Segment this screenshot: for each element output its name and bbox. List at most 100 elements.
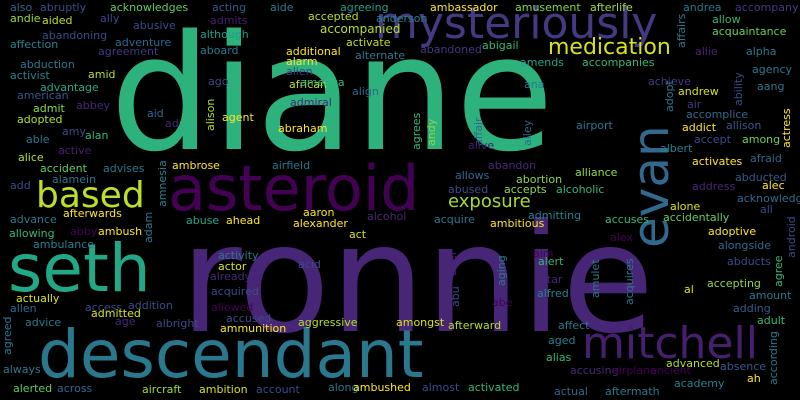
word-accompany: accompany	[735, 1, 799, 14]
word-agency: agency	[752, 63, 793, 76]
word-amid: amid	[88, 68, 116, 81]
word-diane: diane	[110, 0, 554, 187]
word-among: among	[742, 133, 781, 146]
word-also: also	[10, 1, 33, 14]
word-alamein: alamein	[52, 173, 97, 186]
word-accompanies: accompanies	[582, 56, 655, 69]
word-advantage: advantage	[40, 81, 99, 94]
word-abu: abu	[449, 286, 462, 307]
word-access: access	[85, 301, 123, 314]
word-american: american	[17, 89, 69, 102]
word-admits: admits	[210, 14, 248, 27]
word-descendant: descendant	[38, 316, 424, 393]
word-actor: actor	[218, 260, 247, 273]
word-according: according	[767, 331, 780, 385]
word-agreeing: agreeing	[340, 1, 389, 14]
word-activity: activity	[218, 249, 259, 262]
word-abandon: abandon	[488, 159, 537, 172]
word-alerted: alerted	[13, 382, 53, 395]
word-alias: alias	[546, 351, 572, 364]
word-although: although	[200, 28, 249, 41]
word-account: account	[256, 383, 300, 396]
word-albert: albert	[660, 142, 693, 155]
word-alfred: alfred	[537, 287, 569, 300]
word-accusing: accusing	[570, 364, 619, 377]
word-aircraft: aircraft	[142, 383, 182, 396]
word-air: air	[687, 98, 702, 111]
word-age: age	[115, 315, 136, 328]
word-alley: alley	[521, 119, 534, 146]
word-abraham: abraham	[278, 122, 328, 135]
word-actually: actually	[16, 292, 60, 305]
word-affairs: affairs	[675, 13, 688, 48]
word-afterlife: afterlife	[590, 1, 633, 14]
word-admitting: admitting	[528, 209, 582, 222]
word-aang: aang	[757, 80, 785, 93]
word-acquires: acquires	[623, 258, 636, 305]
word-alcohol: alcohol	[367, 210, 407, 223]
word-abigail: abigail	[482, 39, 519, 52]
word-adopted: adopted	[17, 113, 63, 126]
word-agreed: agreed	[1, 316, 14, 355]
word-accepting: accepting	[707, 277, 761, 290]
word-activates: activates	[692, 155, 743, 168]
word-acquaintance: acquaintance	[712, 25, 787, 38]
word-abby: abby	[70, 225, 98, 238]
word-african: african	[289, 78, 327, 91]
word-aided: aided	[42, 14, 73, 27]
word-ahead: ahead	[226, 214, 261, 227]
word-adventure: adventure	[115, 36, 172, 49]
word-asteroid: asteroid	[168, 152, 420, 225]
word-able: able	[26, 133, 50, 146]
word-anderson: anderson	[376, 12, 428, 25]
word-allows: allows	[455, 169, 490, 182]
word-admit: admit	[33, 102, 65, 115]
word-achieve: achieve	[648, 75, 691, 88]
word-addition: addition	[128, 299, 173, 312]
word-accident: accident	[40, 162, 87, 175]
word-agent: agent	[222, 111, 254, 124]
word-airport: airport	[576, 119, 613, 132]
word-allowed: allowed	[211, 301, 254, 314]
word-ambulance: ambulance	[33, 238, 94, 251]
word-accomplice: accomplice	[686, 108, 749, 121]
word-action: action	[402, 276, 415, 310]
word-accepts: accepts	[504, 183, 547, 196]
word-act: act	[349, 228, 367, 241]
word-agree: agree	[772, 255, 785, 287]
word-airplane: airplane	[612, 364, 657, 377]
word-actual: actual	[554, 385, 588, 398]
word-accepted: accepted	[308, 10, 359, 23]
word-medication: medication	[548, 35, 671, 60]
word-advises: advises	[103, 162, 145, 175]
word-alliance: alliance	[575, 166, 618, 179]
word-alcoholic: alcoholic	[556, 183, 605, 196]
word-afterwards: afterwards	[63, 207, 122, 220]
word-amnesia: amnesia	[156, 160, 169, 207]
word-almost: almost	[422, 381, 460, 394]
word-ad: ad	[165, 117, 179, 130]
word-admitted: admitted	[91, 307, 141, 320]
word-alex: alex	[610, 231, 633, 244]
word-amount: amount	[749, 289, 792, 302]
word-actress: actress	[780, 108, 793, 148]
word-adult: adult	[757, 314, 786, 327]
word-all: all	[760, 203, 773, 216]
word-allen: allen	[10, 302, 37, 315]
word-mysteriously: mysteriously	[375, 0, 658, 49]
word-already: already	[210, 270, 252, 283]
word-afterward: afterward	[448, 319, 502, 332]
word-advice: advice	[25, 316, 62, 329]
word-abusive: abusive	[133, 19, 176, 32]
word-abducts: abducts	[727, 255, 771, 268]
word-ambitious: ambitious	[490, 217, 545, 230]
word-alexander: alexander	[293, 217, 348, 230]
word-seth: seth	[8, 230, 151, 307]
word-based: based	[36, 175, 145, 216]
word-abortion: abortion	[516, 173, 563, 186]
word-acid: acid	[298, 258, 321, 271]
word-adopt: adopt	[663, 80, 676, 112]
word-advance: advance	[10, 213, 57, 226]
word-affection: affection	[10, 38, 59, 51]
